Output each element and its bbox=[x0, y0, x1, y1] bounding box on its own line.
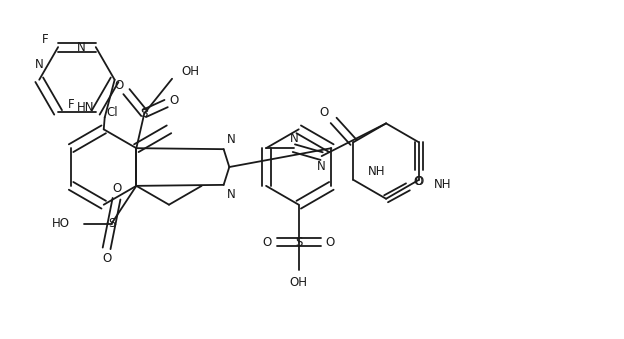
Text: HN: HN bbox=[77, 101, 95, 114]
Text: N: N bbox=[77, 41, 85, 54]
Text: F: F bbox=[42, 33, 49, 46]
Text: NH: NH bbox=[434, 178, 451, 192]
Text: N: N bbox=[290, 132, 298, 145]
Text: N: N bbox=[227, 188, 236, 201]
Text: Cl: Cl bbox=[107, 106, 119, 119]
Text: O: O bbox=[262, 236, 271, 249]
Text: O: O bbox=[326, 236, 335, 249]
Text: S: S bbox=[140, 107, 148, 120]
Text: O: O bbox=[102, 252, 111, 265]
Text: N: N bbox=[227, 133, 236, 146]
Text: N: N bbox=[317, 160, 326, 173]
Text: HO: HO bbox=[52, 217, 70, 230]
Text: NH: NH bbox=[368, 165, 386, 178]
Text: F: F bbox=[67, 98, 74, 111]
Text: O: O bbox=[414, 175, 423, 188]
Text: O: O bbox=[413, 175, 422, 188]
Text: OH: OH bbox=[181, 65, 199, 78]
Text: N: N bbox=[35, 58, 44, 72]
Text: S: S bbox=[108, 217, 115, 230]
Text: OH: OH bbox=[290, 276, 308, 288]
Text: O: O bbox=[115, 79, 124, 92]
Text: S: S bbox=[295, 236, 303, 249]
Text: O: O bbox=[112, 182, 121, 195]
Text: O: O bbox=[170, 94, 178, 107]
Text: O: O bbox=[319, 106, 328, 119]
